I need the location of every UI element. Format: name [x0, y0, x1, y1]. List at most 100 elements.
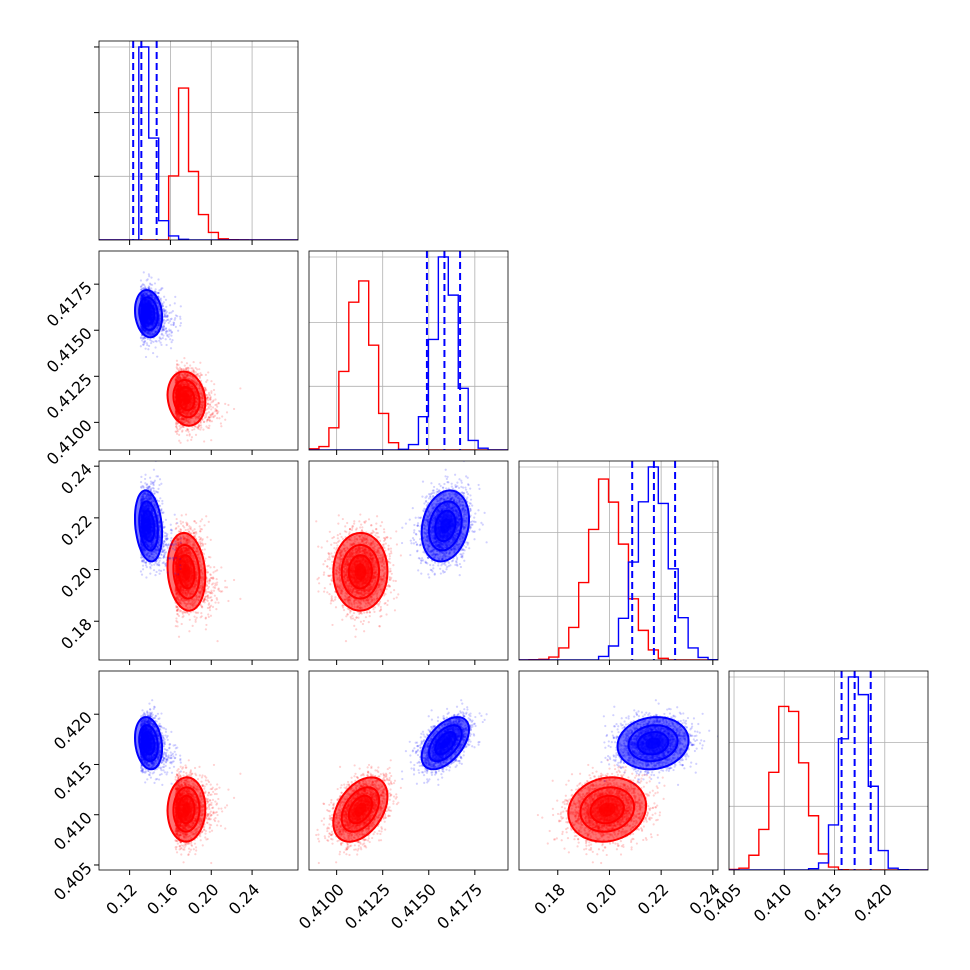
sample-point [214, 398, 217, 401]
panel-frame [98, 40, 299, 241]
sample-point [192, 370, 196, 373]
sample-point [209, 397, 212, 400]
sample-point [162, 301, 165, 304]
sample-point [147, 273, 150, 276]
sample-point [208, 403, 211, 406]
sample-point [169, 318, 172, 321]
sample-point [192, 369, 195, 372]
sample-point [169, 338, 172, 341]
sample-point [204, 386, 207, 389]
sample-point [192, 360, 195, 364]
sample-point [211, 412, 214, 415]
sample-point [156, 291, 160, 295]
sample-point [159, 288, 162, 291]
sample-point [199, 379, 203, 382]
sample-point [205, 393, 208, 397]
sample-point [173, 318, 176, 321]
sample-point [225, 411, 229, 414]
sample-point [174, 295, 177, 299]
sample-point [150, 287, 153, 290]
histogram-step-line [99, 46, 298, 240]
sample-point [178, 433, 181, 436]
sample-point [190, 367, 193, 370]
sample-point [239, 387, 242, 390]
sample-point [205, 396, 208, 399]
sample-point [197, 425, 200, 428]
sample-point [171, 310, 175, 313]
sample-point [204, 415, 208, 418]
sample-point [209, 413, 212, 416]
sample-point [148, 282, 152, 285]
sample-point [205, 413, 208, 417]
sample-point [176, 422, 179, 425]
sample-point [199, 428, 202, 431]
sample-point [139, 288, 143, 291]
sample-point [158, 339, 161, 342]
panel-1-0 [94, 250, 299, 455]
panel-content [99, 41, 298, 240]
sample-point [198, 375, 202, 378]
sample-point [204, 412, 207, 415]
sample-point [209, 397, 212, 400]
sample-point [143, 285, 147, 288]
sample-point [174, 325, 177, 328]
sample-point [173, 302, 176, 305]
sample-point [139, 279, 143, 282]
sample-point [152, 351, 155, 355]
sample-point [175, 366, 178, 369]
sample-point [164, 309, 167, 312]
sample-point [211, 406, 215, 409]
sample-point [164, 338, 167, 341]
sample-point [212, 416, 215, 419]
sample-point [162, 327, 166, 330]
sample-point [175, 423, 178, 426]
sample-point [215, 403, 218, 406]
sample-point [202, 420, 206, 424]
sample-point [197, 427, 200, 430]
sample-point [161, 287, 164, 290]
sample-point [204, 388, 207, 391]
sample-point [196, 373, 199, 376]
sample-point [178, 439, 181, 442]
sample-point [170, 340, 173, 344]
sample-point [170, 311, 173, 314]
sample-point [206, 412, 209, 415]
sample-point [194, 366, 197, 370]
sample-point [187, 369, 190, 372]
sample-point [157, 278, 160, 281]
sample-point [184, 368, 187, 371]
sample-point [158, 336, 161, 339]
sample-point [179, 426, 182, 429]
sample-point [210, 391, 213, 395]
sample-point [202, 428, 205, 431]
sample-point [162, 334, 165, 337]
sample-point [162, 320, 165, 323]
sample-point [216, 417, 219, 420]
sample-point [142, 336, 145, 339]
sample-point [154, 346, 157, 349]
panel-0-0 [94, 40, 299, 245]
sample-point [215, 408, 218, 412]
sample-point [149, 283, 152, 286]
sample-point [207, 427, 211, 430]
sample-point [217, 401, 220, 405]
sample-point [153, 282, 157, 285]
sample-point [180, 426, 183, 429]
sample-point [210, 420, 214, 423]
sample-point [176, 362, 179, 366]
sample-point [213, 383, 216, 386]
sample-point [177, 368, 180, 371]
sample-point [162, 324, 166, 328]
sample-point [163, 309, 166, 312]
sample-point [168, 311, 171, 315]
sample-point [227, 403, 230, 407]
sample-point [209, 415, 213, 418]
sample-point [154, 339, 157, 343]
sample-point [198, 368, 201, 371]
sample-point [182, 368, 185, 371]
sample-point [180, 368, 183, 371]
sample-point [170, 331, 173, 334]
sample-point [166, 333, 169, 336]
sample-point [174, 314, 178, 317]
